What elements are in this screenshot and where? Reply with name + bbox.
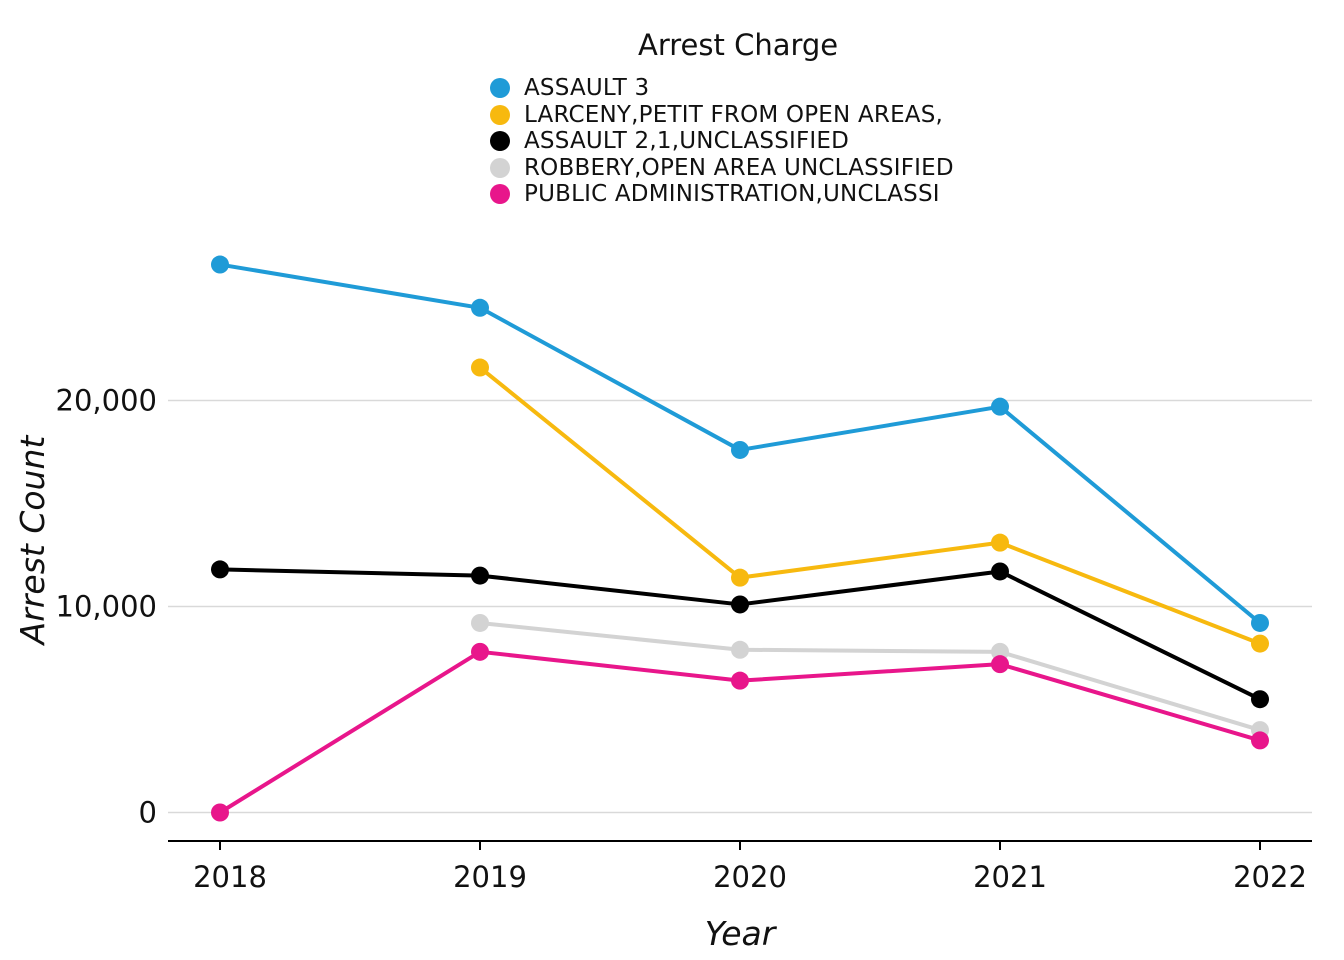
data-point xyxy=(991,562,1009,581)
data-point xyxy=(211,560,229,579)
legend-item: PUBLIC ADMINISTRATION,UNCLASSI xyxy=(488,181,940,207)
legend-label: PUBLIC ADMINISTRATION,UNCLASSI xyxy=(524,181,940,207)
legend-swatch xyxy=(490,131,510,151)
data-point xyxy=(211,803,229,822)
data-point xyxy=(211,255,229,274)
x-tick-label: 2020 xyxy=(713,860,787,894)
y-axis-title: Arrest Count xyxy=(13,435,52,647)
data-point xyxy=(991,642,1009,661)
data-point xyxy=(731,671,749,690)
data-point xyxy=(471,566,489,585)
legend-item: ASSAULT 3 xyxy=(488,75,649,101)
data-point xyxy=(731,440,749,459)
series-lines xyxy=(218,262,1262,815)
legend-label: ASSAULT 3 xyxy=(524,75,650,101)
legend-swatch xyxy=(490,157,510,178)
data-point xyxy=(991,655,1009,674)
data-point xyxy=(731,595,749,614)
data-point xyxy=(731,568,749,587)
x-axis-title: Year xyxy=(705,914,778,953)
x-tick-label: 2021 xyxy=(973,860,1047,894)
data-point xyxy=(991,533,1009,552)
data-point xyxy=(1251,634,1269,653)
legend-swatch xyxy=(490,104,510,125)
data-point xyxy=(471,642,489,661)
axes xyxy=(168,840,1312,850)
series-line xyxy=(478,365,1261,646)
data-point xyxy=(1251,731,1269,750)
legend-item: ASSAULT 2,1,UNCLASSIFIED xyxy=(488,128,849,154)
legend-title: Arrest Charge xyxy=(638,28,839,62)
legend-item: ROBBERY,OPEN AREA UNCLASSIFIED xyxy=(488,155,954,181)
data-point xyxy=(1251,613,1269,632)
data-point xyxy=(471,298,489,317)
legend-swatch xyxy=(490,184,510,204)
x-tick-label: 2018 xyxy=(193,860,267,894)
legend-swatch xyxy=(490,78,510,98)
x-tick-label: 2019 xyxy=(453,860,527,894)
x-tick-label: 2022 xyxy=(1233,860,1307,894)
legend-label: ROBBERY,OPEN AREA UNCLASSIFIED xyxy=(524,154,954,181)
series-points xyxy=(211,255,1269,822)
y-tick-label: 20,000 xyxy=(56,384,157,418)
legend-label: LARCENY,PETIT FROM OPEN AREAS, xyxy=(524,101,944,128)
y-tick-label: 10,000 xyxy=(56,590,157,624)
legend-label: ASSAULT 2,1,UNCLASSIFIED xyxy=(524,128,850,154)
axis-labels: 0 10,000 20,000 2018 2019 2020 2021 2022 Year Arr… xyxy=(13,384,1307,954)
data-point xyxy=(471,613,489,632)
data-point xyxy=(1251,690,1269,709)
y-tick-label: 0 xyxy=(139,796,157,830)
legend-item: LARCENY,PETIT FROM OPEN AREAS, xyxy=(488,102,943,128)
series-line xyxy=(479,620,1261,733)
data-point xyxy=(731,640,749,659)
data-point xyxy=(471,358,489,377)
data-point xyxy=(991,397,1009,416)
